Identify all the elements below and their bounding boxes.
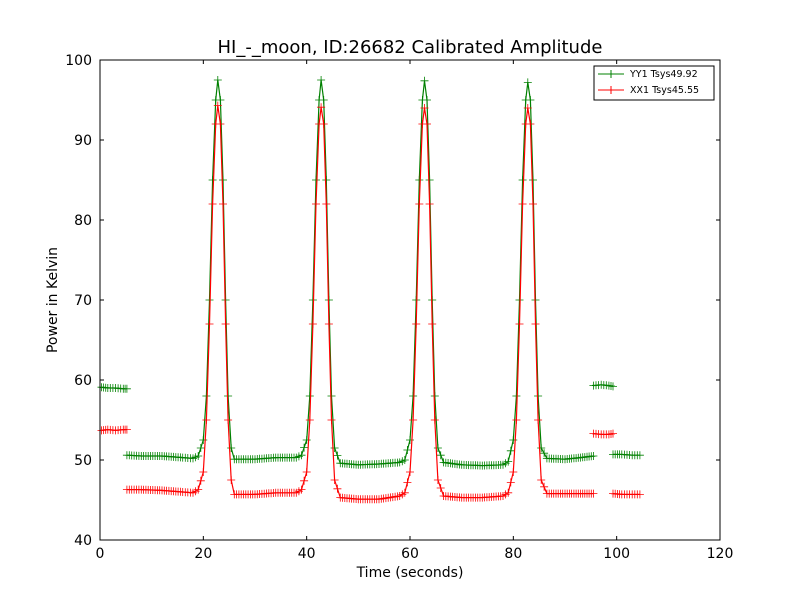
x-tick-label: 100 — [603, 546, 630, 562]
x-tick-label: 80 — [504, 546, 522, 562]
series-markers — [97, 383, 131, 393]
y-tick-label: 70 — [74, 293, 92, 309]
x-tick-label: 60 — [401, 546, 419, 562]
y-tick-label: 90 — [74, 133, 92, 149]
plot-series — [97, 76, 644, 504]
series-markers — [122, 101, 598, 504]
series-markers — [122, 76, 598, 470]
x-tick-label: 0 — [96, 546, 105, 562]
series-markers — [589, 429, 617, 439]
series-yy1 — [97, 76, 644, 470]
legend-marker-xx1 — [607, 86, 615, 94]
x-tick-label: 20 — [194, 546, 212, 562]
axis-ticks: 0 20 40 60 80 100 120 40 50 60 70 80 90 100 — [65, 53, 733, 562]
x-tick-label: 120 — [707, 546, 734, 562]
legend-label-yy1: YY1 Tsys49.92 — [629, 69, 698, 80]
y-tick-label: 60 — [74, 373, 92, 389]
y-tick-label: 50 — [74, 453, 92, 469]
series-markers — [609, 489, 644, 499]
series-xx1 — [97, 101, 644, 504]
chart-title: HI_-_moon, ID:26682 Calibrated Amplitude — [218, 37, 603, 58]
series-markers — [589, 380, 617, 391]
y-axis-label: Power in Kelvin — [45, 247, 61, 353]
legend-label-xx1: XX1 Tsys45.55 — [630, 85, 699, 96]
y-tick-label: 80 — [74, 213, 92, 229]
x-tick-label: 40 — [298, 546, 316, 562]
y-tick-label: 40 — [74, 533, 92, 549]
y-tick-label: 100 — [65, 53, 92, 69]
series-markers — [609, 450, 644, 460]
legend-marker-yy1 — [607, 70, 615, 78]
series-line — [126, 79, 594, 467]
legend: YY1 Tsys49.92 XX1 Tsys45.55 — [593, 65, 715, 101]
series-markers — [97, 425, 131, 435]
legend-box — [593, 65, 715, 101]
x-axis-label: Time (seconds) — [356, 565, 464, 581]
